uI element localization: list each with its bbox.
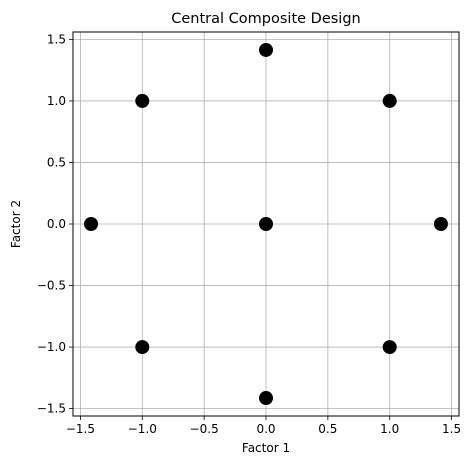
x-tick-label: 0.5 bbox=[318, 422, 337, 436]
y-tick-label: 0.0 bbox=[47, 217, 66, 231]
data-point bbox=[382, 93, 397, 108]
y-tick-label: 1.5 bbox=[47, 32, 66, 46]
data-point bbox=[382, 340, 397, 355]
y-tick-label: −1.5 bbox=[37, 402, 66, 416]
x-axis-label: Factor 1 bbox=[242, 441, 290, 455]
y-tick-label: 1.0 bbox=[47, 94, 66, 108]
data-point bbox=[259, 391, 273, 406]
x-tick-label: −1.0 bbox=[128, 422, 157, 436]
data-point bbox=[135, 340, 150, 355]
data-point bbox=[84, 217, 99, 231]
y-tick-label: −0.5 bbox=[37, 279, 66, 293]
data-point bbox=[433, 217, 448, 231]
data-point bbox=[259, 42, 273, 57]
y-axis-label: Factor 2 bbox=[9, 200, 23, 248]
y-axis-ticks: −1.5 −1.0 −0.5 0.0 0.5 1.0 1.5 bbox=[37, 32, 73, 416]
x-axis-ticks: −1.5 −1.0 −0.5 0.0 0.5 1.0 1.5 bbox=[66, 416, 461, 436]
x-tick-label: 1.5 bbox=[442, 422, 461, 436]
x-tick-label: −1.5 bbox=[66, 422, 95, 436]
y-tick-label: 0.5 bbox=[47, 155, 66, 169]
data-points bbox=[84, 42, 448, 406]
x-tick-label: 0.0 bbox=[256, 422, 275, 436]
x-tick-label: −0.5 bbox=[190, 422, 219, 436]
data-point bbox=[135, 93, 150, 108]
chart-title: Central Composite Design bbox=[171, 11, 360, 27]
y-tick-label: −1.0 bbox=[37, 340, 66, 354]
x-tick-label: 1.0 bbox=[380, 422, 399, 436]
data-point bbox=[259, 217, 273, 231]
